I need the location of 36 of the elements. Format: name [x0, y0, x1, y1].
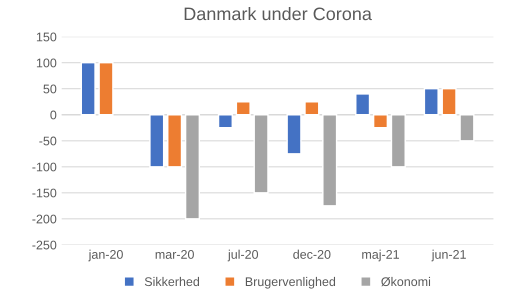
y-tick-label: 0	[50, 110, 56, 120]
y-tick-label: -200	[32, 214, 56, 224]
y-tick-label: 150	[36, 32, 56, 42]
bar	[218, 114, 233, 128]
x-tick-label: dec-20	[293, 250, 330, 259]
x-tick-label: mar-20	[156, 250, 194, 259]
y-tick-label: -150	[32, 188, 56, 198]
legend-label: Brugervenlighed	[246, 276, 336, 289]
bar	[390, 114, 406, 168]
bar	[149, 114, 164, 168]
chart-title: Danmark under Corona	[184, 6, 372, 20]
bar	[80, 62, 96, 116]
y-tick-label: 100	[36, 58, 56, 68]
bar	[254, 114, 269, 194]
bar	[442, 88, 457, 116]
y-tick-label: 50	[43, 84, 56, 94]
bar	[236, 101, 251, 116]
y-tick-label: -50	[39, 136, 56, 146]
bar	[372, 114, 388, 128]
x-tick-label: jul-20	[228, 250, 258, 262]
legend-label: Sikkerhed	[144, 276, 200, 286]
y-tick-label: -250	[32, 240, 56, 250]
bar	[322, 114, 338, 206]
y-tick-label: -100	[32, 162, 56, 172]
bar	[184, 114, 200, 220]
bar	[167, 114, 182, 168]
bar	[355, 93, 370, 116]
bar	[304, 101, 320, 116]
x-tick-label: jun-21	[431, 250, 466, 262]
legend-label: Økonomi	[381, 276, 430, 286]
x-tick-label: maj-21	[362, 250, 399, 262]
bar	[98, 62, 114, 116]
bar	[459, 114, 475, 142]
x-tick-label: jan-20	[88, 250, 123, 262]
bar	[424, 88, 439, 116]
bar	[286, 114, 302, 154]
